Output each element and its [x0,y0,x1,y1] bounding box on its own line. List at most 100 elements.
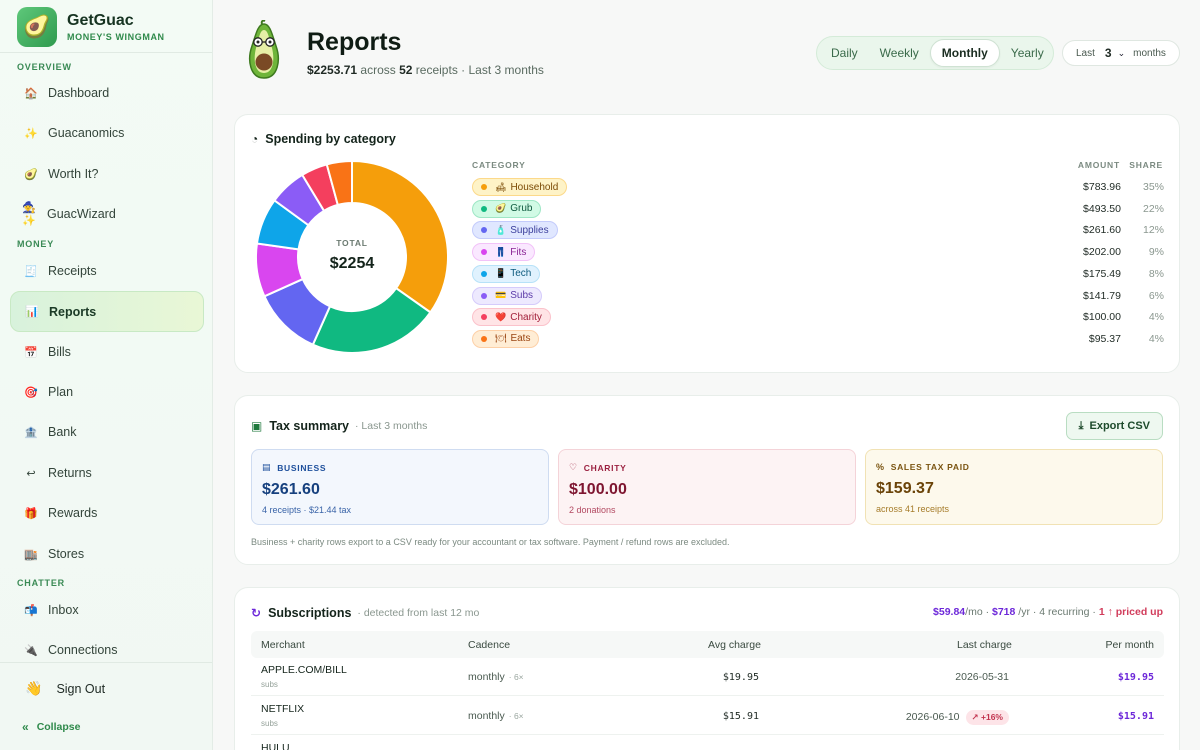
sidebar-item-bills[interactable]: 📅 Bills [10,333,204,371]
export-csv-button[interactable]: ⤓ Export CSV [1065,412,1163,440]
range-select[interactable]: Last 3 ⌄ months [1062,40,1180,66]
category-row-eats[interactable]: 🍽 Eats $95.37 4% [472,329,1164,350]
sidebar-item-reports[interactable]: 📊 Reports [10,291,204,332]
heart-icon: ♡ [569,462,578,472]
sidebar-item-worth-it[interactable]: 🥑 Worth It? [10,155,204,193]
category-row-fits[interactable]: 👖 Fits $202.00 9% [472,243,1164,263]
sidebar-item-dashboard[interactable]: 🏠 Dashboard [10,74,204,112]
sidebar-item-connections[interactable]: 🔌 Connections [10,631,204,669]
category-name: Supplies [510,224,549,236]
category-row-subs[interactable]: 💳 Subs $141.79 6% [472,286,1164,307]
table-row[interactable]: HULU [251,736,1164,750]
category-row-grub[interactable]: 🥑 Grub $493.50 22% [472,199,1164,220]
sign-out-button[interactable]: 👋 Sign Out [25,680,105,697]
subs-per-month: $59.84 [933,606,966,618]
charity-sub: 2 donations [569,505,616,515]
sidebar-item-label: Receipts [48,264,97,278]
sidebar-item-label: Plan [48,385,74,399]
donut-total-value: $2254 [329,255,375,272]
per-month: $19.95 [1117,672,1154,683]
sidebar-item-label: Inbox [48,603,79,617]
col-last-charge: Last charge [957,639,1012,651]
category-emoji-icon: 🧴 [495,224,507,235]
period-yearly[interactable]: Yearly [1010,46,1044,60]
category-share: 8% [1148,267,1164,280]
share-header: SHARE [1129,160,1163,170]
store-icon: 🏬 [24,548,38,561]
total-amount: $2253.71 [307,63,358,77]
brand[interactable]: 🥑 GetGuac MONEY'S WINGMAN [17,7,165,47]
calendar-icon: 📅 [24,346,38,359]
last-charge-date: 2026-06-10 [905,711,960,723]
table-row[interactable]: NETFLIX subs monthly · 6× $15.91 2026-06-… [251,697,1164,735]
donut-chart [255,159,449,354]
category-name: Household [510,181,559,193]
per-month: $15.91 [1117,711,1154,722]
merchant-tag: subs [261,719,278,728]
sidebar-item-label: Returns [48,466,92,480]
category-amount: $783.96 [1083,181,1121,193]
sidebar-item-guacwizard[interactable]: 🧙✨ GuacWizard [10,195,204,233]
business-sub: 4 receipts · $21.44 tax [262,505,352,515]
category-row-tech[interactable]: 📱 Tech $175.49 8% [472,264,1164,285]
bank-icon: 🏦 [24,426,38,439]
cadence-text: monthly [468,710,505,722]
category-emoji-icon: 📱 [495,268,507,279]
tax-period: · Last 3 months [355,420,428,432]
divider [0,662,212,663]
period-daily[interactable]: Daily [831,46,858,60]
collapse-button[interactable]: « Collapse [22,720,80,734]
sidebar-item-guacanomics[interactable]: ✨ Guacanomics [10,114,204,152]
subs-per-year: $718 [992,606,1016,618]
merchant-tag: subs [261,680,278,689]
category-row-supplies[interactable]: 🧴 Supplies $261.60 12% [472,221,1164,241]
plug-icon: 🔌 [24,644,38,657]
charity-label: ♡ CHARITY [569,462,845,473]
merchant-name: APPLE.COM/BILL [261,664,347,676]
business-label: ▤ BUSINESS [262,462,538,473]
sidebar-item-returns[interactable]: ↩ Returns [10,454,204,492]
donut-slice-household[interactable] [351,159,449,314]
donut-slice-eats[interactable] [325,159,353,207]
business-label-text: BUSINESS [277,462,327,473]
sidebar-item-label: GuacWizard [47,207,116,221]
page-title: Reports [307,28,402,56]
legend-dot [481,249,487,256]
receipt-icon: 🧾 [24,265,38,278]
category-amount: $95.37 [1088,332,1121,345]
period-segmented-control: Daily Weekly Monthly Yearly [816,36,1054,70]
merchant-name: HULU [261,742,290,750]
range-prefix: Last [1076,47,1095,59]
sales-tax-label-text: SALES TAX PAID [890,462,970,472]
subscriptions-table-header: Merchant Cadence Avg charge Last charge … [251,631,1164,658]
charity-value: $100.00 [569,481,627,498]
category-name: Fits [510,246,527,258]
sales-tax-value: $159.37 [876,480,934,497]
sidebar-item-stores[interactable]: 🏬 Stores [10,535,204,573]
sidebar-item-plan[interactable]: 🎯 Plan [10,373,204,411]
sidebar-item-rewards[interactable]: 🎁 Rewards [10,494,204,532]
table-row[interactable]: APPLE.COM/BILL subs monthly · 6× $19.95 2… [251,658,1164,696]
cadence-text: monthly [468,671,505,683]
category-emoji-icon: 🛋 [495,181,507,192]
category-amount: $100.00 [1083,311,1121,324]
category-emoji-icon: 💳 [495,290,507,300]
period-text: · Last 3 months [461,63,544,77]
category-row-household[interactable]: 🛋 Household $783.96 35% [472,178,1164,198]
avg-charge: $19.95 [722,672,759,683]
legend-dot [481,292,487,299]
document-dollar-icon: ▣ [251,419,263,433]
sidebar-item-label: Worth It? [48,167,99,181]
category-row-charity[interactable]: ❤️ Charity $100.00 4% [472,308,1164,328]
legend-dot [481,335,487,342]
period-weekly[interactable]: Weekly [879,46,919,60]
sidebar-item-receipts[interactable]: 🧾 Receipts [10,252,204,290]
sidebar-item-inbox[interactable]: 📬 Inbox [10,591,204,629]
period-monthly[interactable]: Monthly [929,39,1000,67]
sidebar-item-bank[interactable]: 🏦 Bank [10,413,204,451]
spending-title: Spending by category [265,132,396,146]
category-amount: $175.49 [1083,267,1121,280]
section-overview: OVERVIEW [17,62,72,72]
category-emoji-icon: 👖 [495,246,507,257]
avocado-icon: 🥑 [24,168,38,181]
